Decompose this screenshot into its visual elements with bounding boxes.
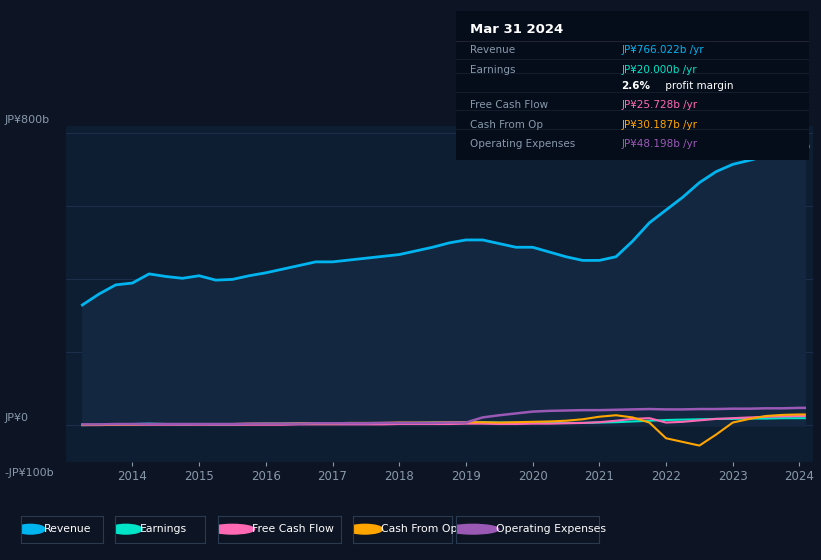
Text: Revenue: Revenue xyxy=(470,45,515,55)
Circle shape xyxy=(109,524,142,534)
Circle shape xyxy=(210,524,255,534)
Text: -JP¥100b: -JP¥100b xyxy=(4,468,53,478)
Text: Mar 31 2024: Mar 31 2024 xyxy=(470,23,563,36)
Circle shape xyxy=(347,524,383,534)
Text: Cash From Op: Cash From Op xyxy=(470,119,543,129)
Text: Cash From Op: Cash From Op xyxy=(381,524,457,534)
Text: JP¥800b: JP¥800b xyxy=(4,115,49,125)
Circle shape xyxy=(447,524,499,534)
Circle shape xyxy=(16,524,45,534)
Text: JP¥48.198b /yr: JP¥48.198b /yr xyxy=(621,139,698,149)
Text: profit margin: profit margin xyxy=(663,81,734,91)
Text: Earnings: Earnings xyxy=(140,524,187,534)
Text: JP¥25.728b /yr: JP¥25.728b /yr xyxy=(621,100,698,110)
Text: Revenue: Revenue xyxy=(44,524,91,534)
Text: JP¥0: JP¥0 xyxy=(4,413,28,423)
Text: Free Cash Flow: Free Cash Flow xyxy=(252,524,334,534)
Text: Earnings: Earnings xyxy=(470,64,516,74)
Text: Free Cash Flow: Free Cash Flow xyxy=(470,100,548,110)
Text: Operating Expenses: Operating Expenses xyxy=(496,524,606,534)
Text: 2.6%: 2.6% xyxy=(621,81,650,91)
Text: JP¥766.022b /yr: JP¥766.022b /yr xyxy=(621,45,704,55)
Text: JP¥30.187b /yr: JP¥30.187b /yr xyxy=(621,119,698,129)
Text: Operating Expenses: Operating Expenses xyxy=(470,139,575,149)
Text: JP¥20.000b /yr: JP¥20.000b /yr xyxy=(621,64,697,74)
